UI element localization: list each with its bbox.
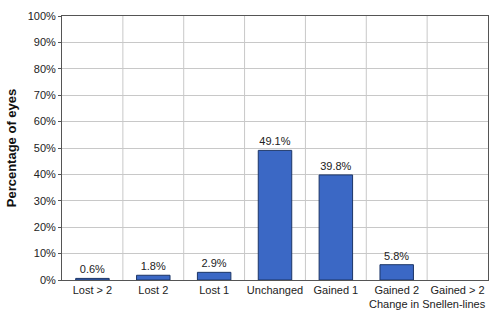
svg-text:Gained 2: Gained 2 — [374, 284, 419, 296]
svg-text:0%: 0% — [40, 274, 56, 286]
svg-text:Percentage of eyes: Percentage of eyes — [4, 89, 19, 208]
svg-text:60%: 60% — [34, 115, 56, 127]
svg-text:40%: 40% — [34, 168, 56, 180]
svg-text:Lost > 2: Lost > 2 — [73, 284, 112, 296]
svg-text:80%: 80% — [34, 63, 56, 75]
svg-text:49.1%: 49.1% — [259, 135, 290, 147]
svg-text:90%: 90% — [34, 36, 56, 48]
svg-text:Gained > 2: Gained > 2 — [431, 284, 485, 296]
svg-text:50%: 50% — [34, 142, 56, 154]
svg-text:30%: 30% — [34, 195, 56, 207]
svg-text:Gained 1: Gained 1 — [314, 284, 359, 296]
svg-text:1.8%: 1.8% — [141, 260, 166, 272]
svg-text:0.6%: 0.6% — [80, 263, 105, 275]
svg-text:Lost 2: Lost 2 — [138, 284, 168, 296]
svg-text:100%: 100% — [28, 10, 56, 22]
svg-text:Unchanged: Unchanged — [247, 284, 303, 296]
svg-text:2.9%: 2.9% — [201, 257, 226, 269]
svg-text:39.8%: 39.8% — [320, 160, 351, 172]
svg-text:70%: 70% — [34, 89, 56, 101]
svg-text:5.8%: 5.8% — [384, 250, 409, 262]
svg-text:Lost 1: Lost 1 — [199, 284, 229, 296]
svg-text:20%: 20% — [34, 221, 56, 233]
svg-text:10%: 10% — [34, 247, 56, 259]
svg-text:Change in Snellen-lines: Change in Snellen-lines — [369, 298, 486, 310]
